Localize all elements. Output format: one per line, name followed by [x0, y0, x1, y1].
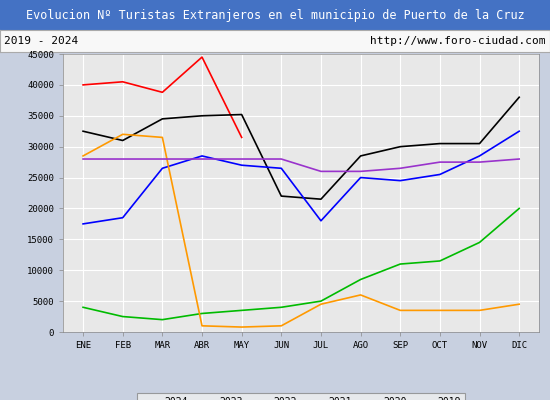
Legend: 2024, 2023, 2022, 2021, 2020, 2019: 2024, 2023, 2022, 2021, 2020, 2019 [138, 393, 465, 400]
Text: http://www.foro-ciudad.com: http://www.foro-ciudad.com [370, 36, 546, 46]
Text: 2019 - 2024: 2019 - 2024 [4, 36, 79, 46]
Text: Evolucion Nº Turistas Extranjeros en el municipio de Puerto de la Cruz: Evolucion Nº Turistas Extranjeros en el … [26, 8, 524, 22]
